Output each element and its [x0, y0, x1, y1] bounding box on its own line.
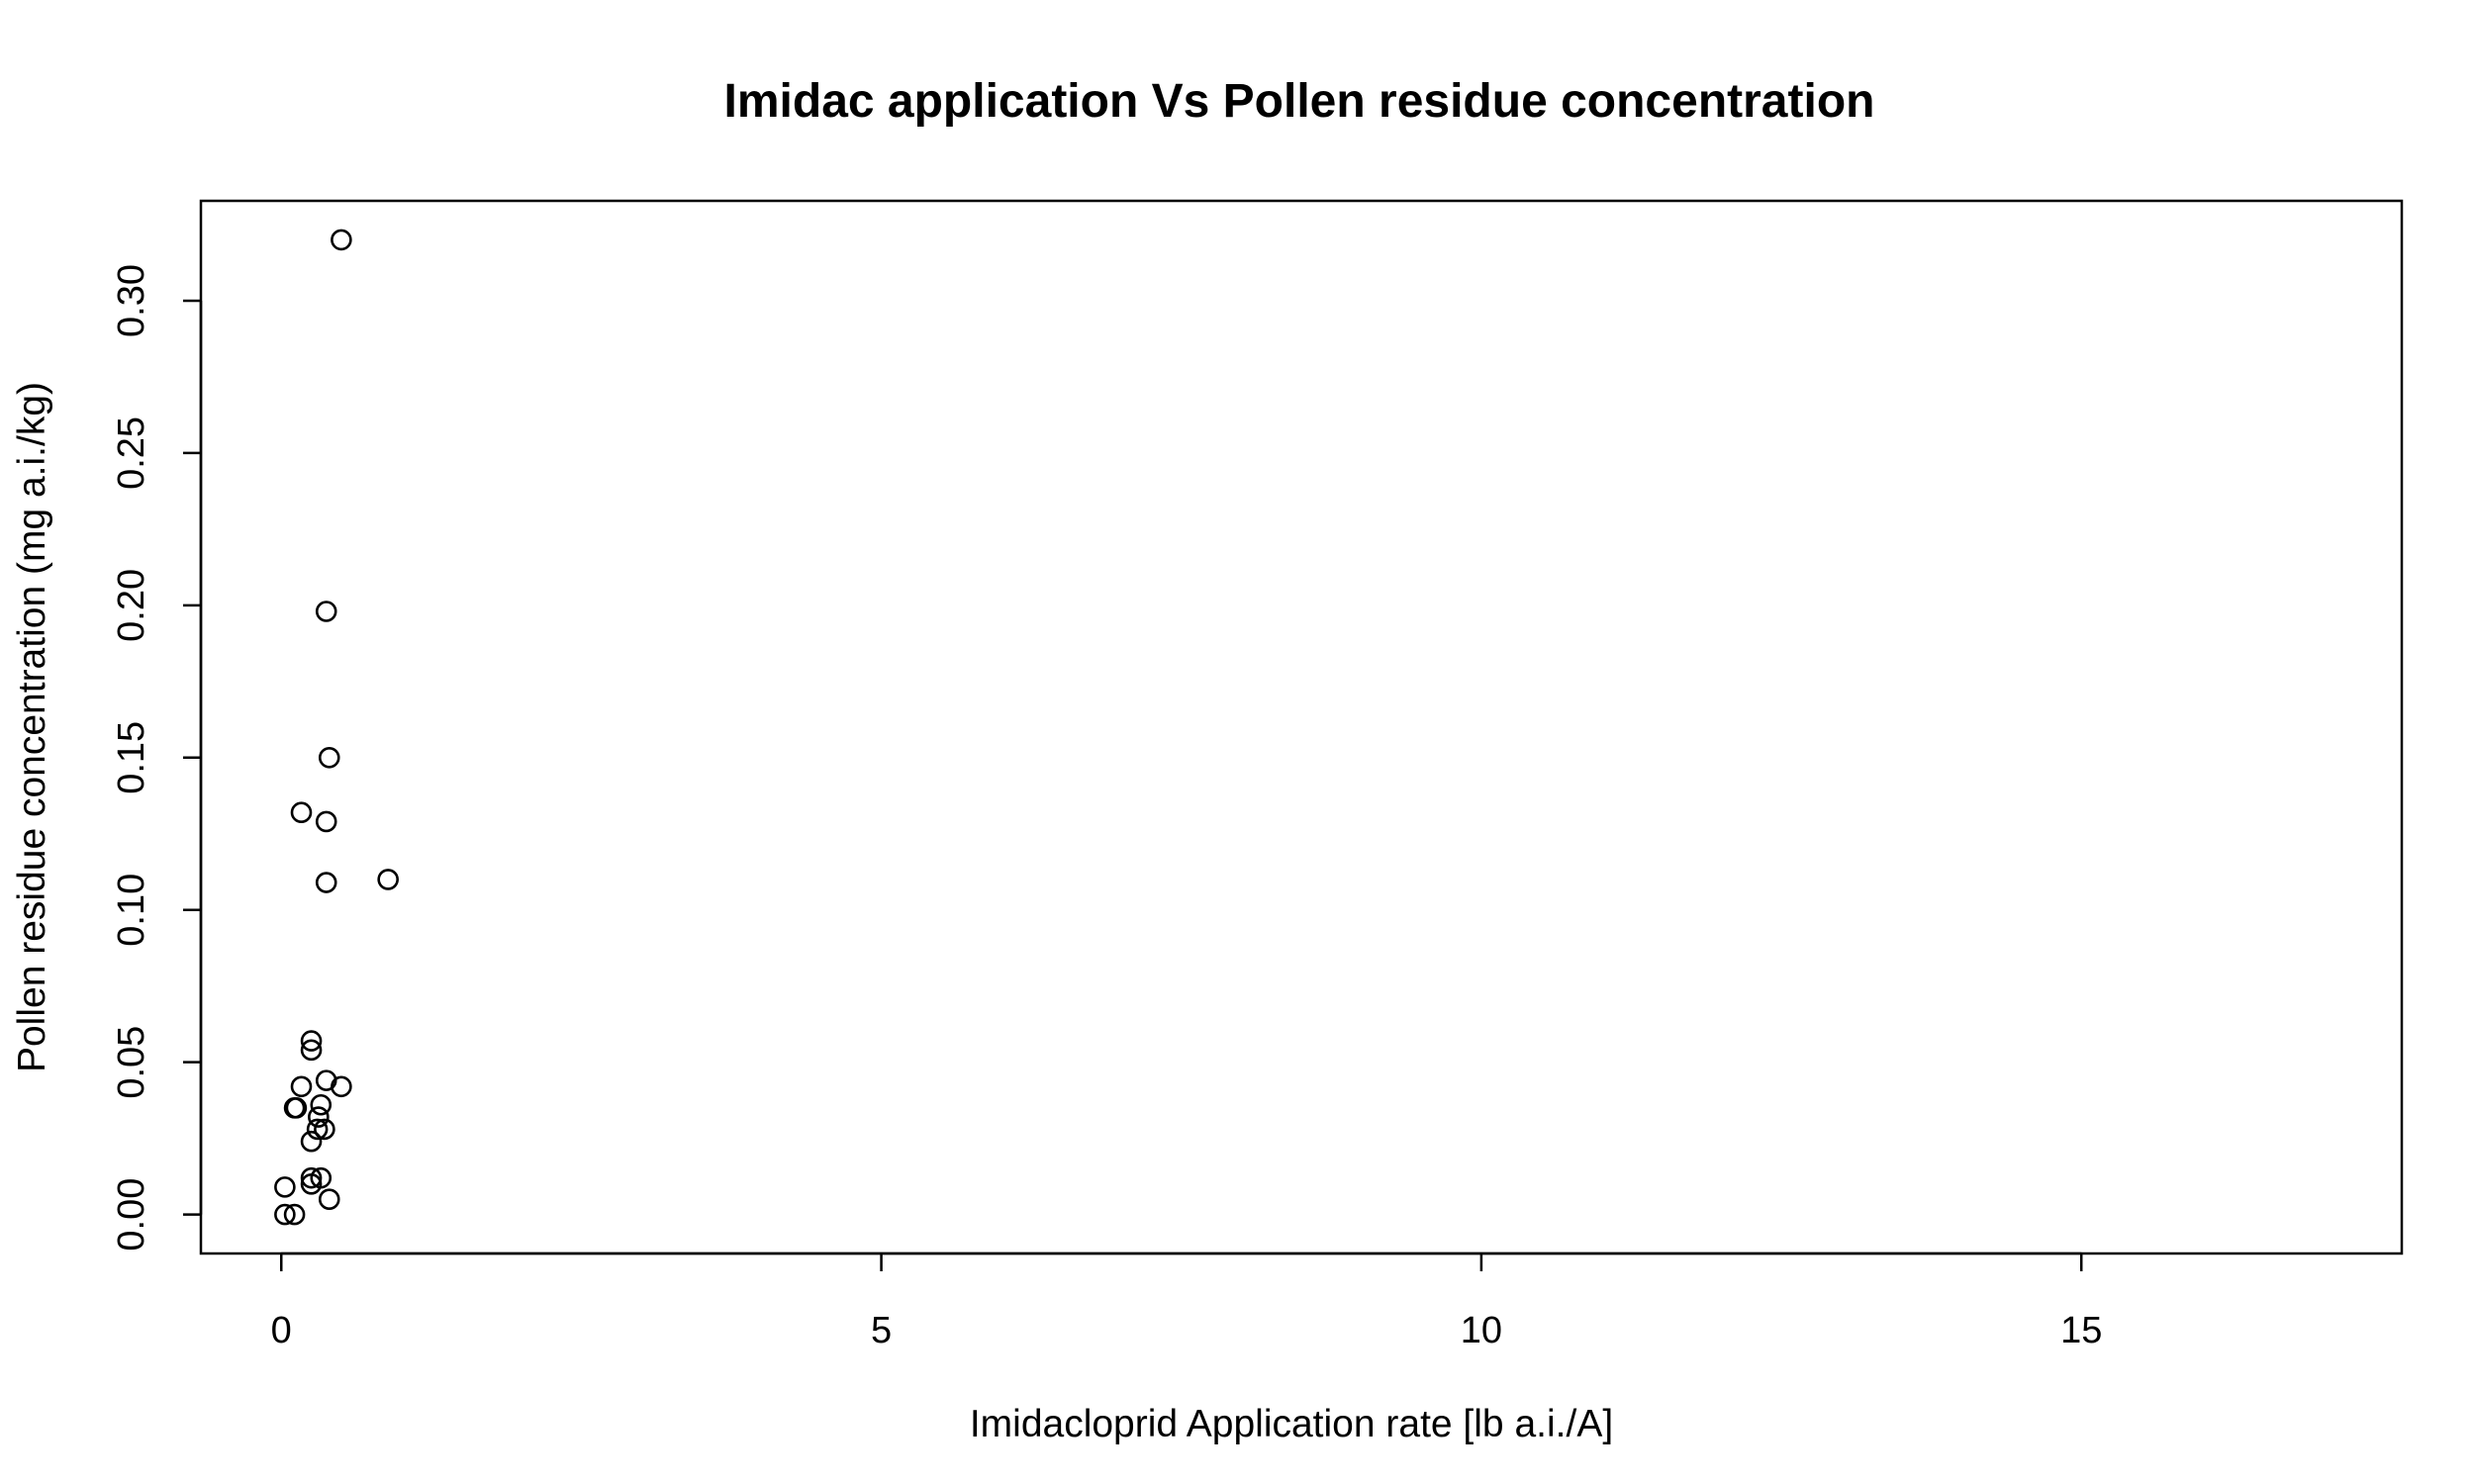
data-point: [315, 810, 337, 833]
data-points: [274, 229, 399, 1226]
plot-frame: [199, 199, 2404, 1255]
y-tick-label: 0.15: [111, 721, 152, 794]
x-tick-label: 5: [871, 1310, 892, 1351]
data-point: [290, 1075, 313, 1098]
y-tick-label: 0.25: [111, 417, 152, 490]
data-point: [285, 1097, 308, 1119]
x-tick-label: 0: [271, 1310, 292, 1351]
data-point: [300, 1030, 323, 1052]
x-axis: 0 5 10 15: [271, 1252, 2102, 1351]
data-point: [331, 229, 352, 251]
data-point: [308, 1106, 330, 1128]
data-point: [290, 801, 313, 824]
y-tick-label: 0.05: [111, 1026, 152, 1099]
data-point: [310, 1093, 333, 1116]
x-axis-label: Imidacloprid Application rate [lb a.i./A…: [970, 1403, 1613, 1445]
data-point: [318, 1188, 340, 1210]
y-tick-label: 0.00: [111, 1178, 152, 1252]
y-axis-label: Pollen residue concentration (mg a.i./kg…: [11, 382, 53, 1072]
data-point: [377, 869, 399, 890]
data-point: [274, 1203, 296, 1226]
y-tick-label: 0.10: [111, 874, 152, 947]
data-point: [331, 1075, 352, 1098]
y-tick-label: 0.20: [111, 569, 152, 642]
y-tick-label: 0.30: [111, 264, 152, 337]
data-point: [318, 746, 340, 769]
data-point: [274, 1176, 296, 1198]
data-point: [283, 1203, 306, 1226]
x-tick-label: 10: [1461, 1310, 1502, 1351]
x-tick-label: 15: [2060, 1310, 2102, 1351]
data-point: [315, 872, 337, 893]
data-point: [300, 1166, 323, 1189]
chart-title: Imidac application Vs Pollen residue con…: [724, 75, 1875, 128]
y-axis: 0.00 0.05 0.10 0.15 0.20 0.25 0.30: [111, 264, 203, 1252]
data-point: [300, 1039, 323, 1062]
data-point: [315, 601, 337, 622]
data-point: [300, 1130, 323, 1153]
data-point: [306, 1118, 329, 1141]
data-point: [300, 1173, 323, 1195]
data-point: [314, 1118, 335, 1141]
